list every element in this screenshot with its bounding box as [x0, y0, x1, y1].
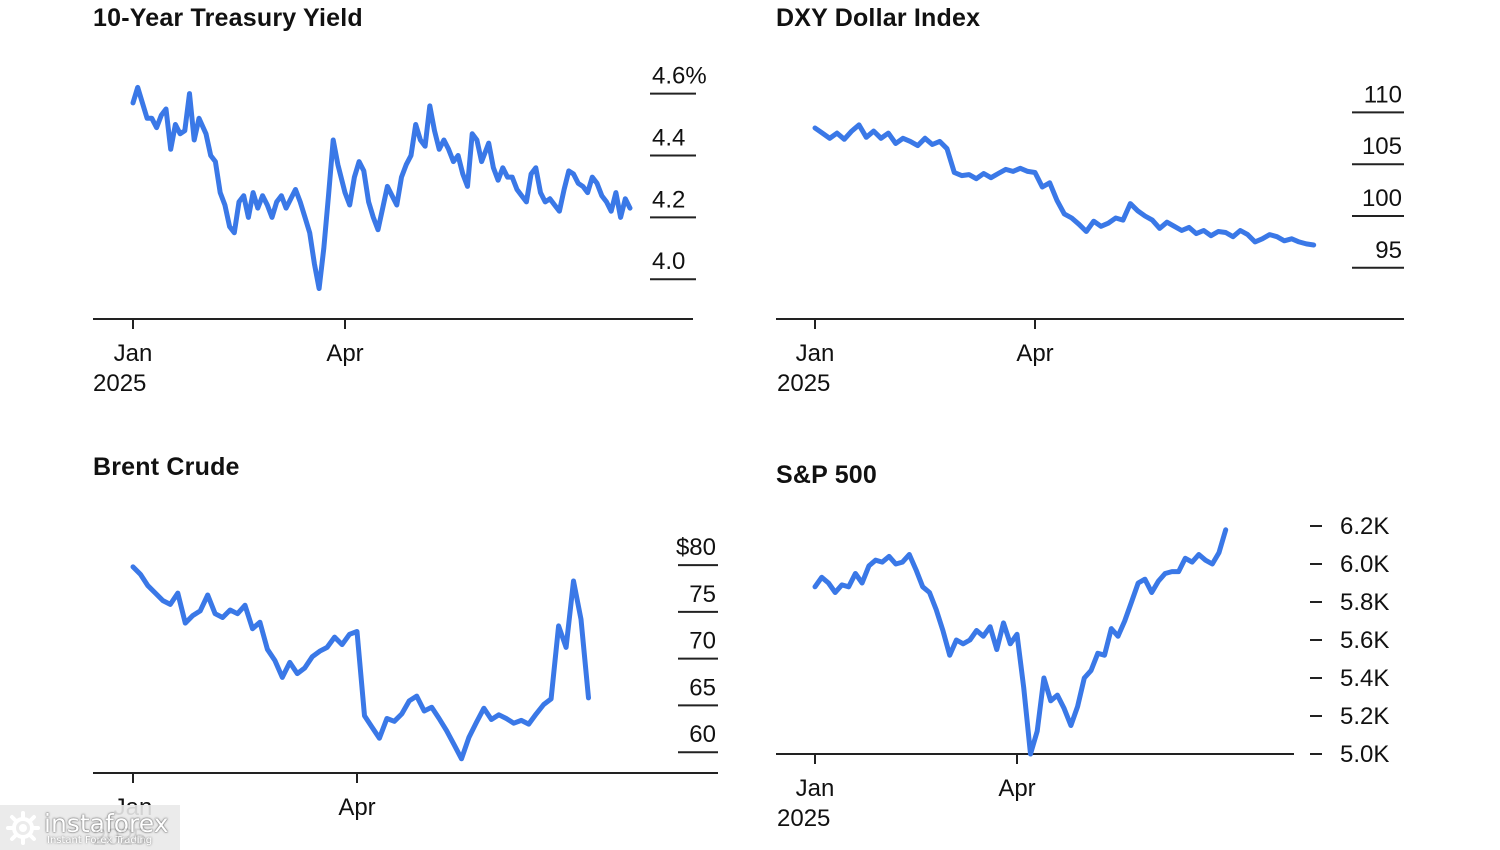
- sp500-y-tick-label: 5.4K: [1340, 665, 1389, 692]
- treasury-series-line: [130, 84, 633, 291]
- sp500-x-tick-label: Apr: [998, 775, 1035, 802]
- sp500-y-tick-label: 5.8K: [1340, 589, 1389, 616]
- brent-series-line: [130, 564, 591, 762]
- sp500-y-tick-label: 6.2K: [1340, 513, 1389, 540]
- brent-y-tick-label: 70: [689, 628, 716, 655]
- sp500-series-line: [812, 527, 1229, 757]
- sp500-y-tick-label: 5.6K: [1340, 627, 1389, 654]
- dxy-y-tick-label: 105: [1362, 133, 1402, 160]
- watermark-tagline: Instant Forex Trading: [47, 835, 153, 846]
- chart-title-dxy: DXY Dollar Index: [776, 4, 981, 32]
- treasury-y-tick-label: 4.2: [652, 186, 685, 213]
- dxy-y-tick-label: 100: [1362, 185, 1402, 212]
- brent-x-tick-label: Apr: [338, 794, 375, 821]
- sp500-x-tick-label: Jan: [796, 775, 835, 802]
- sp500-x-tick-label: 2025: [777, 805, 830, 832]
- treasury-y-tick-label: 4.6%: [652, 63, 707, 90]
- watermark: instaforex Instant Forex Trading: [0, 805, 180, 850]
- gear-logo-icon: [6, 811, 40, 845]
- brent-y-tick-label: $80: [676, 534, 716, 561]
- dxy-x-tick-label: Apr: [1016, 340, 1053, 367]
- chart-title-sp500: S&P 500: [776, 461, 878, 489]
- treasury-x-tick-label: Jan: [114, 340, 153, 367]
- brent-y-tick-label: 60: [689, 721, 716, 748]
- chart-title-treasury: 10-Year Treasury Yield: [93, 4, 363, 32]
- dxy-x-tick-label: Jan: [796, 340, 835, 367]
- dxy-x-tick-label: 2025: [777, 370, 830, 397]
- treasury-y-tick-label: 4.0: [652, 248, 685, 275]
- treasury-x-tick-label: Apr: [326, 340, 363, 367]
- sp500-y-tick-label: 6.0K: [1340, 551, 1389, 578]
- watermark-brand: instaforex: [44, 809, 169, 838]
- dxy-y-tick-label: 95: [1375, 237, 1402, 264]
- treasury-y-tick-label: 4.4: [652, 124, 685, 151]
- treasury-x-tick-label: 2025: [93, 370, 146, 397]
- sp500-y-tick-label: 5.2K: [1340, 703, 1389, 730]
- chart-title-brent: Brent Crude: [93, 453, 240, 481]
- dxy-y-tick-label: 110: [1364, 81, 1402, 108]
- sp500-y-tick-label: 5.0K: [1340, 741, 1389, 768]
- brent-y-tick-label: 65: [689, 674, 716, 701]
- dxy-series-line: [812, 122, 1317, 248]
- brent-y-tick-label: 75: [689, 581, 716, 608]
